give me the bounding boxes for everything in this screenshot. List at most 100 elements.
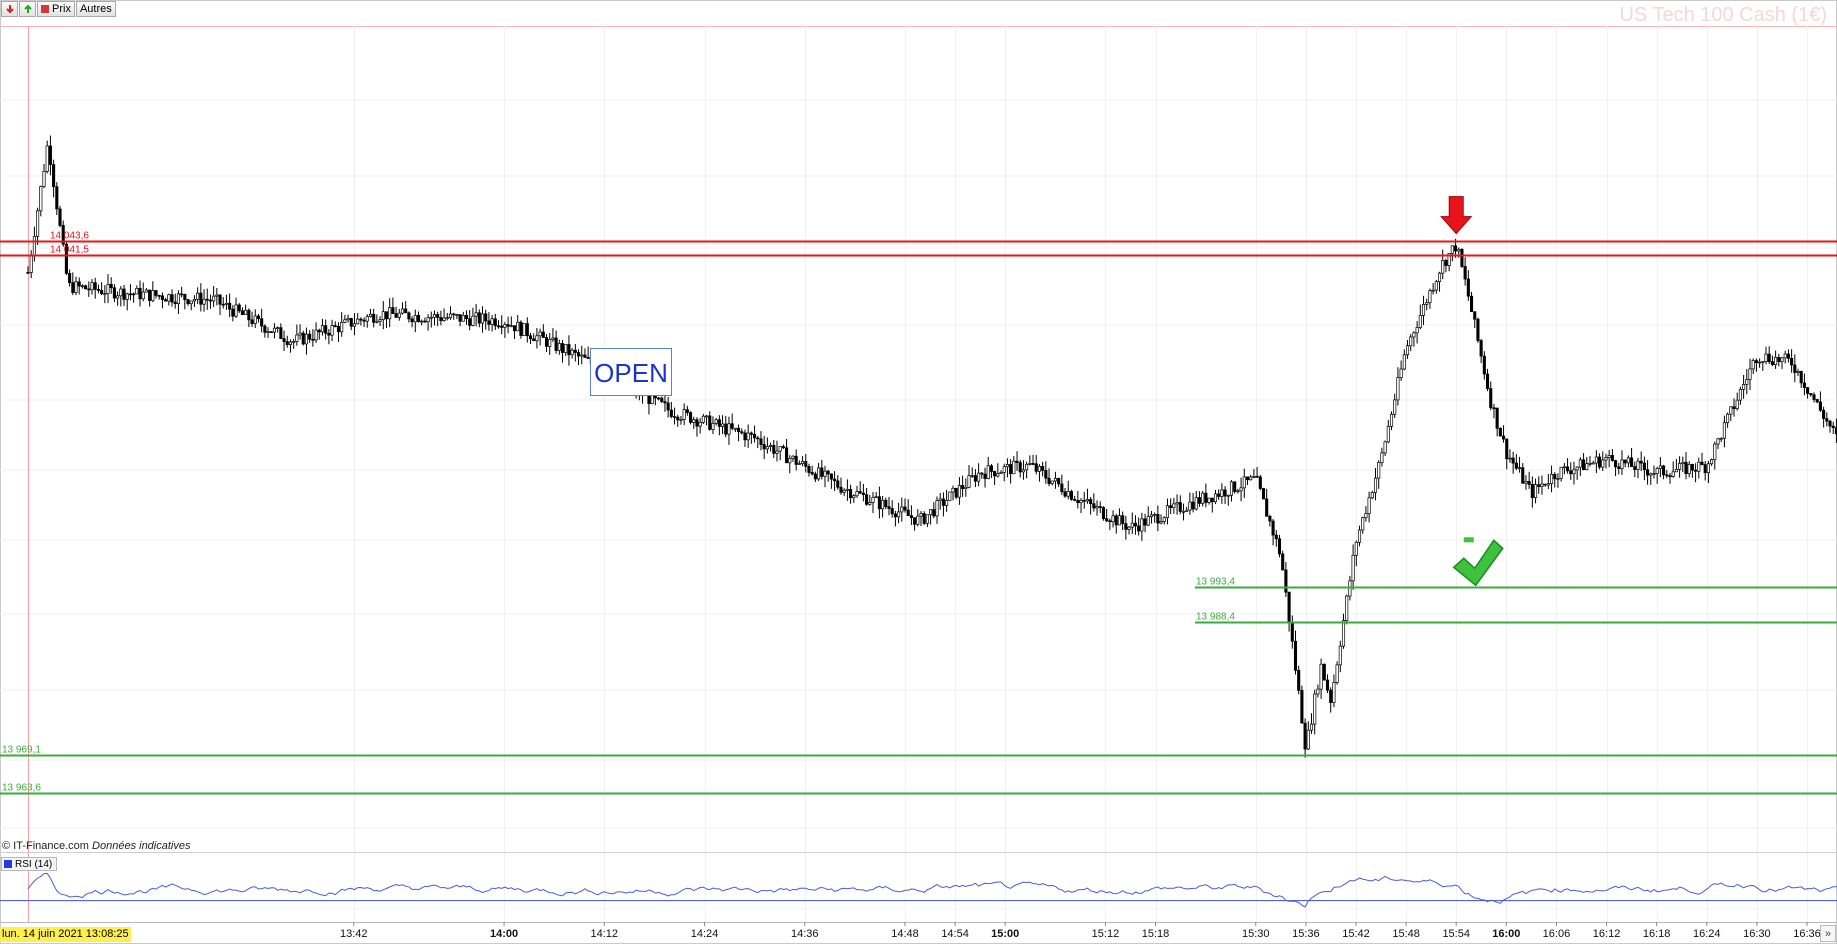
- candle: [468, 309, 472, 331]
- candle-body: [1415, 327, 1419, 334]
- candle-body: [1777, 357, 1781, 362]
- candle-body: [1758, 361, 1762, 364]
- candle: [442, 308, 446, 322]
- candle: [1700, 452, 1704, 466]
- autres-menu-button[interactable]: Autres: [75, 1, 116, 17]
- candle-body: [823, 470, 827, 477]
- candle-body: [1261, 488, 1266, 500]
- candle-body: [103, 293, 107, 295]
- candle: [967, 465, 971, 489]
- open-annotation[interactable]: OPEN: [590, 348, 672, 396]
- time-tick-label: 15:54: [1442, 928, 1470, 940]
- candle: [333, 321, 337, 328]
- candle-body: [1047, 477, 1051, 484]
- candle: [1213, 489, 1218, 505]
- candle: [397, 309, 401, 321]
- candle-body: [1351, 554, 1355, 582]
- candle: [1527, 471, 1531, 489]
- candle: [1751, 358, 1755, 375]
- candle-body: [1582, 459, 1586, 471]
- candle: [989, 464, 993, 479]
- candle: [279, 323, 283, 339]
- candle: [384, 311, 389, 329]
- candle-body: [400, 308, 405, 314]
- candle: [1690, 463, 1694, 478]
- candle-body: [1437, 272, 1442, 282]
- candle: [64, 240, 68, 276]
- candle: [576, 349, 581, 365]
- candle: [272, 323, 277, 339]
- candle-body: [1521, 467, 1525, 484]
- rsi-indicator-label[interactable]: RSI (14): [1, 857, 58, 871]
- candle-body: [1073, 499, 1077, 501]
- candle-body: [314, 329, 318, 341]
- candle: [1793, 354, 1797, 383]
- candle: [1559, 466, 1563, 482]
- candle: [368, 308, 373, 318]
- candle: [84, 284, 88, 290]
- candle: [785, 439, 789, 464]
- upload-button[interactable]: [19, 1, 36, 17]
- candle-body: [733, 427, 737, 430]
- candle-body: [1658, 465, 1662, 469]
- candle: [39, 185, 43, 217]
- candle-body: [205, 298, 209, 301]
- candle-body: [980, 472, 984, 475]
- candle-body: [1786, 353, 1790, 359]
- candle-body: [881, 499, 885, 510]
- candle-body: [448, 313, 453, 318]
- candle-body: [951, 487, 955, 493]
- prix-menu-button[interactable]: Prix: [37, 1, 75, 17]
- candle: [1137, 517, 1141, 536]
- candle-body: [1169, 505, 1173, 509]
- candle: [1421, 295, 1426, 326]
- candle: [295, 324, 299, 346]
- candle: [1316, 684, 1320, 698]
- candle: [1620, 450, 1624, 475]
- candle: [1767, 346, 1771, 365]
- candle: [471, 307, 475, 327]
- candle-body: [378, 319, 382, 322]
- candle: [455, 313, 459, 320]
- candle: [330, 319, 334, 341]
- candle: [1415, 321, 1419, 344]
- candle: [1210, 497, 1214, 513]
- candle: [1153, 512, 1157, 523]
- candle: [1517, 456, 1522, 473]
- candle: [1806, 387, 1810, 399]
- candle: [516, 315, 520, 332]
- candle-body: [68, 273, 72, 283]
- candle: [1236, 488, 1240, 494]
- candle: [1585, 456, 1589, 471]
- candle: [1409, 334, 1413, 352]
- candle-body: [519, 321, 523, 336]
- candle-body: [1662, 465, 1666, 476]
- candle: [881, 496, 885, 518]
- candle-body: [1687, 464, 1691, 474]
- candle: [1578, 457, 1582, 476]
- candle: [1229, 480, 1234, 502]
- candle-body: [426, 317, 430, 323]
- candle: [1073, 495, 1077, 502]
- candle-body: [298, 332, 302, 336]
- candle-body: [1770, 361, 1774, 366]
- candle: [1437, 271, 1442, 292]
- candle-body: [925, 514, 929, 524]
- candle: [1108, 518, 1112, 531]
- candle-body: [301, 332, 305, 345]
- download-button[interactable]: [1, 1, 18, 17]
- candle-body: [861, 492, 865, 496]
- candle-body: [983, 473, 987, 479]
- candle-body: [496, 325, 501, 328]
- candle: [551, 328, 555, 342]
- candle-body: [1364, 513, 1368, 519]
- candle-body: [1799, 371, 1803, 384]
- candle: [1617, 462, 1621, 475]
- scroll-right-button[interactable]: »: [1820, 925, 1836, 942]
- candle-body: [791, 455, 795, 459]
- candle-body: [1111, 515, 1115, 523]
- candle-body: [884, 499, 888, 507]
- candle: [743, 429, 747, 447]
- candle-body: [1185, 509, 1189, 512]
